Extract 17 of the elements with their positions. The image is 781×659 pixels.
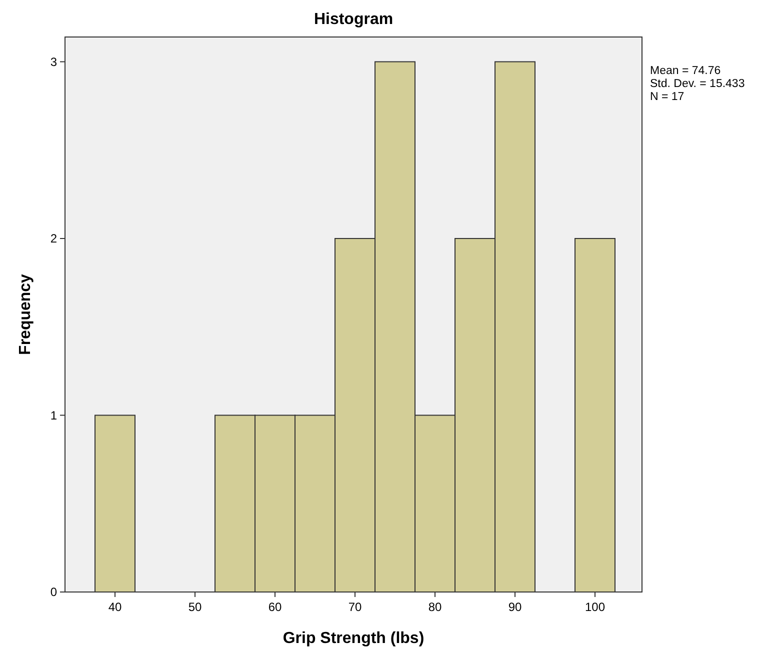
- x-tick-label: 70: [348, 600, 362, 614]
- x-axis-title: Grip Strength (lbs): [282, 630, 424, 647]
- x-tick-label: 80: [428, 600, 442, 614]
- y-tick-label: 2: [50, 232, 58, 246]
- chart-title: Histogram: [314, 11, 394, 28]
- x-tick-label: 50: [188, 600, 202, 614]
- text: Std. Dev. = 15.433: [650, 78, 745, 90]
- y-axis-title: Frequency: [17, 274, 34, 355]
- x-tick-label: 90: [508, 600, 522, 614]
- x-tick-label: 100: [584, 600, 606, 614]
- text: Mean = 74.76: [650, 65, 721, 77]
- y-tick-label: 1: [50, 408, 58, 422]
- y-tick-label: 0: [50, 585, 58, 600]
- x-tick-label: 40: [108, 600, 122, 614]
- text: N = 17: [650, 91, 684, 103]
- x-tick-label: 60: [268, 600, 282, 614]
- y-tick-label: 3: [50, 54, 58, 69]
